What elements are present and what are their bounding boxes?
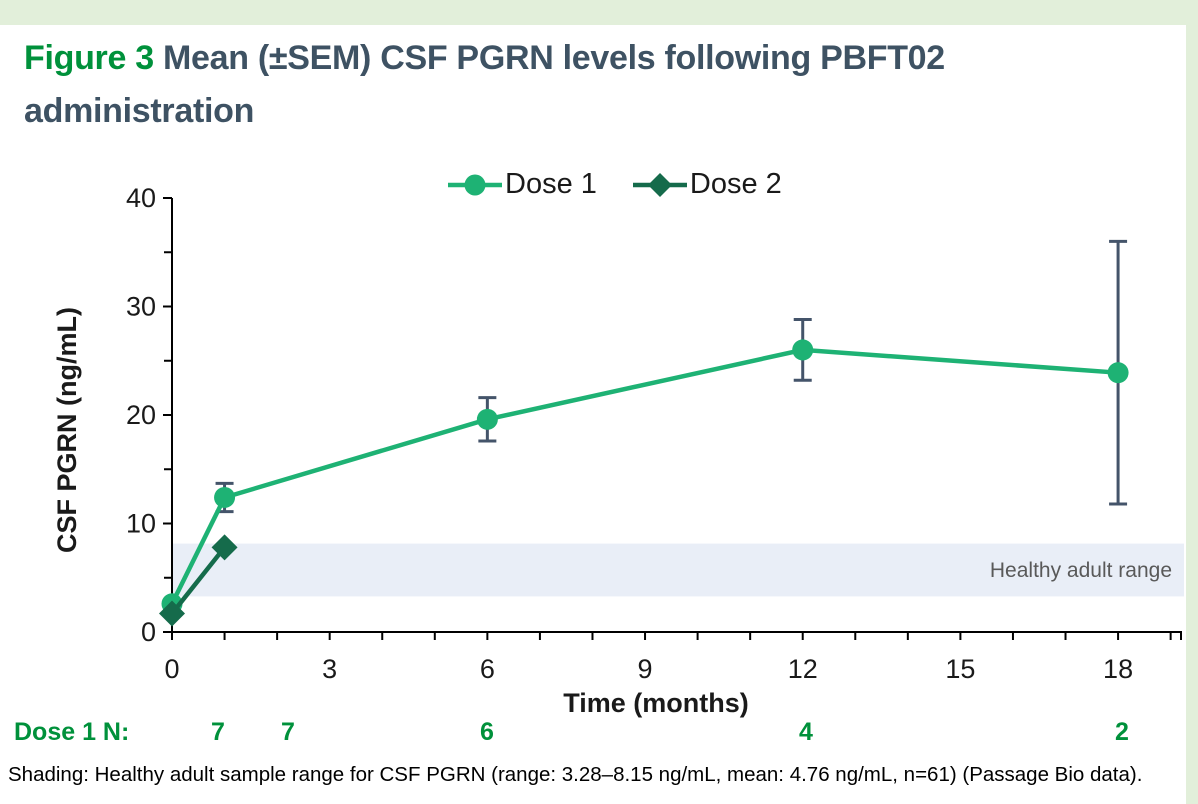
x-tick-label: 9 [638,654,653,684]
y-tick-label: 10 [126,509,156,539]
dose1-n-value: 7 [211,718,225,746]
figure-title-text: Mean (±SEM) CSF PGRN levels following PB… [24,39,945,130]
figure-number-label: Figure 3 [24,39,154,77]
legend-dose-1-marker-icon [448,174,502,195]
x-tick-label: 15 [945,654,975,684]
x-tick-label: 18 [1103,654,1133,684]
y-tick-label: 20 [126,400,156,430]
dose-2-line [169,545,227,616]
dose-2-marker [211,534,238,561]
x-tick-label: 3 [322,654,337,684]
legend-dose-2-label: Dose 2 [689,168,782,200]
healthy-adult-range-label: Healthy adult range [990,559,1172,582]
y-axis-title: CSF PGRN (ng/mL) [52,307,82,553]
dose1-n-value: 6 [480,718,494,746]
legend-dose-1-label: Dose 1 [505,168,597,200]
y-tick-label: 40 [126,183,156,213]
x-tick-label: 6 [480,654,495,684]
y-tick-label: 30 [126,292,156,322]
right-accent-bar [1186,0,1198,804]
healthy-adult-range-band [172,543,1184,597]
top-accent-bar [0,0,1198,25]
chart-legend: Dose 1 Dose 2 [446,168,782,201]
dose1-n-row: Dose 1 N: 7 7 6 4 2 [0,718,1198,752]
dose-1-marker [476,408,498,430]
dose-1-marker [214,486,236,508]
dose1-n-value: 2 [1115,718,1129,746]
x-tick-label: 12 [788,654,818,684]
y-tick-label: 0 [141,617,156,647]
dose1-n-value: 4 [799,718,813,746]
dose1-n-row-label: Dose 1 N: [14,718,130,746]
legend-dose-2-marker-icon [632,172,687,197]
dose-1-marker [792,339,814,361]
dose1-n-value: 7 [281,718,295,746]
x-tick-label: 0 [164,654,179,684]
legend-item-dose-2: Dose 2 [631,168,782,201]
dose-2-marker [159,600,185,627]
x-axis-title: Time (months) [563,688,749,718]
legend-item-dose-1: Dose 1 [446,168,597,201]
figure-title: Figure 3 Mean (±SEM) CSF PGRN levels fol… [24,32,1054,137]
dose-1-marker [1107,362,1129,384]
shading-footnote: Shading: Healthy adult sample range for … [8,763,1143,786]
